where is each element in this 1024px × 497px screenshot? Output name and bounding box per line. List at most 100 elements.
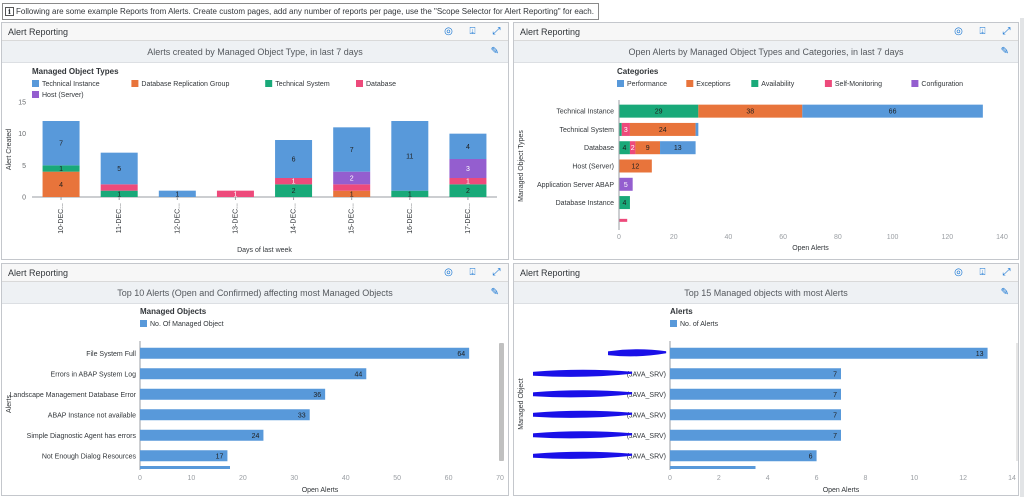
y-tick-label: Not Enough Dialog Resources	[42, 453, 137, 460]
y-tick-label: Technical System	[560, 127, 615, 134]
bar-data-label: 12	[632, 164, 640, 171]
chart-scrollbar-thumb	[499, 343, 504, 461]
y-tick-label: Landscape Management Database Error	[10, 392, 137, 399]
legend-item: Database Replication Group	[141, 81, 229, 88]
x-tick-label: 12-DEC...	[174, 203, 181, 234]
bar-data-label: 9	[646, 145, 650, 152]
legend-title: Alerts	[670, 307, 693, 316]
target-icon[interactable]: ◎	[954, 26, 963, 37]
panel-header: Alert Reporting ◎ ⍗ ⤢	[2, 264, 508, 282]
bar-segment	[619, 196, 630, 210]
bar-segment	[100, 152, 138, 185]
bar	[140, 429, 264, 441]
legend-item: Availability	[761, 81, 794, 88]
bar	[140, 409, 310, 421]
legend-item: No. Of Managed Object	[150, 321, 224, 328]
bar-data-label: 6	[809, 453, 813, 460]
bar-segment	[333, 171, 371, 185]
y-tick-label: 0	[22, 195, 26, 202]
chart-scrollbar-track	[1016, 343, 1018, 461]
bar	[670, 347, 988, 359]
expand-icon[interactable]: ⤢	[492, 267, 501, 278]
chart-top-15-managed-objects: Alerts No. of Alerts 13 7 (JAVA_SRV) 7 (JAVA_S…	[518, 307, 1018, 494]
pencil-icon[interactable]: ✎	[1000, 46, 1009, 57]
x-tick-label: 60	[445, 475, 453, 482]
y-tick-label: Errors in ABAP System Log	[51, 371, 137, 378]
pencil-icon[interactable]: ✎	[490, 46, 499, 57]
bar-data-label: 4	[466, 144, 470, 151]
pencil-icon[interactable]: ✎	[1000, 287, 1009, 298]
export-icon[interactable]: ⍗	[469, 267, 476, 278]
bar-data-label: 24	[659, 127, 667, 134]
expand-icon[interactable]: ⤢	[1002, 26, 1011, 37]
x-tick-label: 11-DEC...	[116, 203, 123, 233]
y-tick-label: (JAVA_SRV)	[627, 453, 666, 460]
bar-segment	[619, 104, 699, 118]
redaction-scribble	[533, 451, 633, 459]
x-tick-label: 17-DEC...	[465, 203, 472, 234]
chart-title: Alerts created by Managed Object Type, i…	[147, 46, 363, 57]
bar-segment	[275, 140, 313, 178]
bar-segment	[100, 190, 138, 197]
panel-header: Alert Reporting ◎ ⍗ ⤢	[514, 23, 1018, 41]
y-tick-label: Host (Server)	[572, 164, 614, 171]
bar	[670, 388, 841, 400]
x-axis-title: Open Alerts	[792, 245, 829, 252]
bar-data-label: 5	[624, 182, 628, 189]
legend-item: Configuration	[921, 81, 963, 88]
chart-title-bar: Alerts created by Managed Object Type, i…	[2, 41, 508, 63]
bar	[140, 347, 470, 359]
bar-segment	[333, 127, 371, 172]
chart-title: Open Alerts by Managed Object Types and …	[628, 46, 904, 57]
x-tick-label: 60	[779, 234, 787, 241]
x-tick-label: 8	[863, 475, 867, 482]
chart-title-bar: Top 15 Managed objects with most Alerts …	[514, 282, 1018, 304]
bar-data-label: 38	[746, 109, 754, 116]
bar	[670, 368, 841, 380]
x-axis-title: Days of last week	[237, 247, 292, 254]
legend-swatch	[824, 80, 832, 87]
x-tick-label: 12	[959, 475, 967, 482]
expand-icon[interactable]: ⤢	[492, 26, 501, 37]
bar-data-label: 3	[624, 127, 628, 134]
bar-segment	[619, 218, 628, 222]
chart-title-bar: Top 10 Alerts (Open and Confirmed) affec…	[2, 282, 508, 304]
x-tick-label: 70	[496, 475, 504, 482]
expand-icon[interactable]: ⤢	[1002, 267, 1011, 278]
x-tick-label: 14-DEC...	[291, 203, 298, 234]
page-scrollbar[interactable]	[1020, 18, 1024, 497]
bar-data-label: 4	[59, 182, 63, 189]
bar-segment	[275, 178, 313, 185]
target-icon[interactable]: ◎	[444, 267, 453, 278]
legend-swatch	[356, 80, 363, 87]
bar-data-label: 29	[655, 109, 663, 116]
bar-data-label: 7	[59, 141, 63, 148]
target-icon[interactable]: ◎	[444, 26, 453, 37]
legend-item: Self-Monitoring	[835, 81, 882, 88]
info-icon: i	[5, 7, 14, 16]
x-tick-label: 15-DEC...	[349, 203, 356, 234]
y-tick-label: 10	[18, 131, 26, 138]
bar-data-label: 24	[252, 433, 260, 440]
y-axis-title: Alert Created	[6, 129, 13, 170]
x-tick-label: 0	[668, 475, 672, 482]
export-icon[interactable]: ⍗	[979, 26, 986, 37]
chart-title: Top 15 Managed objects with most Alerts	[684, 287, 848, 298]
export-icon[interactable]: ⍗	[469, 26, 476, 37]
y-tick-label: 5	[22, 163, 26, 170]
bar-data-label: 1	[59, 166, 63, 173]
redaction-scribble	[533, 431, 633, 439]
bar-data-label: 7	[833, 433, 837, 440]
bar-segment	[619, 177, 633, 191]
export-icon[interactable]: ⍗	[979, 267, 986, 278]
bar-data-label: 7	[833, 392, 837, 399]
bar-segment	[619, 141, 630, 155]
bar-data-label: 33	[298, 412, 306, 419]
target-icon[interactable]: ◎	[954, 267, 963, 278]
bar-data-label: 6	[292, 157, 296, 164]
y-axis-title: Alerts	[6, 395, 13, 413]
x-tick-label: 30	[290, 475, 298, 482]
pencil-icon[interactable]: ✎	[490, 287, 499, 298]
bar-segment	[802, 104, 983, 118]
bar-segment	[42, 121, 80, 166]
